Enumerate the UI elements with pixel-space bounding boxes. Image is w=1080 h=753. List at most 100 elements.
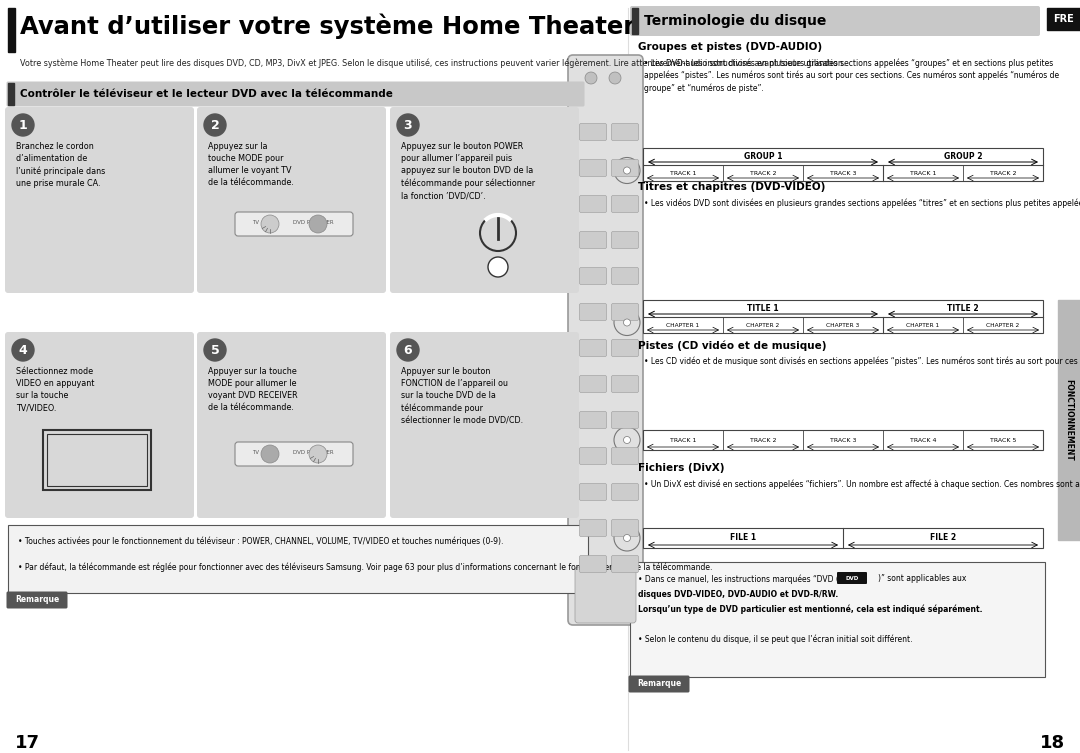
- Text: TV: TV: [253, 220, 259, 224]
- Text: GROUP 2: GROUP 2: [944, 152, 982, 161]
- Text: Remarque: Remarque: [637, 679, 681, 688]
- FancyBboxPatch shape: [580, 483, 607, 501]
- Text: TRACK 2: TRACK 2: [750, 437, 777, 443]
- Text: 3: 3: [404, 118, 413, 132]
- FancyBboxPatch shape: [580, 556, 607, 572]
- Text: Appuyez sur la
touche MODE pour
allumer le voyant TV
de la télécommande.: Appuyez sur la touche MODE pour allumer …: [208, 142, 294, 187]
- Text: Appuyer sur le bouton
FONCTION de l’appareil ou
sur la touche DVD de la
télécomm: Appuyer sur le bouton FONCTION de l’appa…: [401, 367, 523, 425]
- Text: disques DVD-VIDEO, DVD-AUDIO et DVD-R/RW.: disques DVD-VIDEO, DVD-AUDIO et DVD-R/RW…: [638, 590, 838, 599]
- Text: Contrôler le téléviseur et le lecteur DVD avec la télécommande: Contrôler le téléviseur et le lecteur DV…: [21, 89, 393, 99]
- FancyBboxPatch shape: [580, 267, 607, 285]
- Circle shape: [204, 339, 226, 361]
- Text: • Les CD vidéo et de musique sont divisés en sections appelées “pistes”. Les num: • Les CD vidéo et de musique sont divisé…: [644, 356, 1080, 365]
- Text: TRACK 2: TRACK 2: [750, 170, 777, 175]
- Text: 4: 4: [18, 343, 27, 356]
- FancyBboxPatch shape: [580, 520, 607, 536]
- Text: • Les vidéos DVD sont divisées en plusieurs grandes sections appelées “titres” e: • Les vidéos DVD sont divisées en plusie…: [644, 198, 1080, 208]
- FancyBboxPatch shape: [580, 160, 607, 176]
- Bar: [8, 83, 14, 105]
- FancyBboxPatch shape: [611, 411, 638, 428]
- Text: FILE 1: FILE 1: [730, 533, 756, 542]
- FancyBboxPatch shape: [611, 520, 638, 536]
- Circle shape: [615, 309, 640, 336]
- Text: TRACK 5: TRACK 5: [989, 437, 1016, 443]
- Text: • Par défaut, la télécommande est réglée pour fonctionner avec des téléviseurs S: • Par défaut, la télécommande est réglée…: [18, 563, 713, 572]
- Text: GROUP 1: GROUP 1: [744, 152, 782, 161]
- Text: 6: 6: [404, 343, 413, 356]
- Bar: [8, 525, 588, 593]
- FancyBboxPatch shape: [630, 6, 1040, 36]
- Text: • Selon le contenu du disque, il se peut que l’écran initial soit différent.: • Selon le contenu du disque, il se peut…: [638, 634, 913, 644]
- FancyBboxPatch shape: [575, 567, 636, 623]
- Text: Appuyer sur la touche
MODE pour allumer le
voyant DVD RECEIVER
de la télécommand: Appuyer sur la touche MODE pour allumer …: [208, 367, 298, 413]
- FancyBboxPatch shape: [580, 231, 607, 248]
- Text: TRACK 2: TRACK 2: [989, 170, 1016, 175]
- Text: Branchez le cordon
d’alimentation de
l’unité principale dans
une prise murale CA: Branchez le cordon d’alimentation de l’u…: [16, 142, 105, 188]
- Text: • Dans ce manuel, les instructions marquées “DVD (: • Dans ce manuel, les instructions marqu…: [638, 574, 839, 584]
- Text: TRACK 3: TRACK 3: [829, 437, 856, 443]
- Bar: [632, 8, 638, 34]
- Text: Fichiers (DivX): Fichiers (DivX): [638, 463, 725, 473]
- FancyBboxPatch shape: [580, 196, 607, 212]
- Text: TRACK 1: TRACK 1: [909, 170, 936, 175]
- Text: CHAPTER 2: CHAPTER 2: [746, 322, 780, 328]
- FancyBboxPatch shape: [6, 592, 67, 608]
- Text: 2: 2: [211, 118, 219, 132]
- Circle shape: [623, 437, 631, 444]
- FancyBboxPatch shape: [611, 231, 638, 248]
- FancyBboxPatch shape: [611, 303, 638, 321]
- Circle shape: [261, 445, 279, 463]
- Text: CHAPTER 1: CHAPTER 1: [666, 322, 700, 328]
- Text: • Les DVD-audio sont divisés en plusieurs grandes sections appelées “groupes” et: • Les DVD-audio sont divisés en plusieur…: [644, 58, 1059, 93]
- Circle shape: [12, 114, 33, 136]
- FancyBboxPatch shape: [390, 332, 579, 518]
- FancyBboxPatch shape: [837, 572, 867, 584]
- Text: CHAPTER 2: CHAPTER 2: [986, 322, 1020, 328]
- Text: FILE 2: FILE 2: [930, 533, 956, 542]
- Text: DVD RECEIVER: DVD RECEIVER: [293, 450, 334, 455]
- Text: TRACK 3: TRACK 3: [829, 170, 856, 175]
- Text: 18: 18: [1040, 734, 1065, 752]
- Circle shape: [309, 215, 327, 233]
- FancyBboxPatch shape: [568, 55, 643, 625]
- Bar: [643, 528, 1043, 548]
- Circle shape: [609, 72, 621, 84]
- Text: TV: TV: [253, 450, 259, 455]
- Text: Sélectionnez mode
VIDEO en appuyant
sur la touche
TV/VIDEO.: Sélectionnez mode VIDEO en appuyant sur …: [16, 367, 94, 413]
- Bar: [643, 300, 1043, 333]
- Circle shape: [623, 535, 631, 541]
- FancyBboxPatch shape: [197, 332, 386, 518]
- FancyBboxPatch shape: [235, 212, 353, 236]
- Text: TRACK 1: TRACK 1: [670, 170, 697, 175]
- Text: TITLE 2: TITLE 2: [947, 304, 978, 313]
- FancyBboxPatch shape: [611, 123, 638, 141]
- Text: FRE: FRE: [1053, 14, 1074, 24]
- Text: FONCTIONNEMENT: FONCTIONNEMENT: [1065, 379, 1074, 461]
- Circle shape: [615, 427, 640, 453]
- Text: Votre système Home Theater peut lire des disques DVD, CD, MP3, DivX et JPEG. Sel: Votre système Home Theater peut lire des…: [21, 58, 846, 68]
- FancyBboxPatch shape: [197, 107, 386, 293]
- Text: Lorsqu’un type de DVD particulier est mentionné, cela est indiqué séparément.: Lorsqu’un type de DVD particulier est me…: [638, 604, 983, 614]
- Circle shape: [12, 339, 33, 361]
- Circle shape: [309, 445, 327, 463]
- Text: • Un DivX est divisé en sections appelées “fichiers”. Un nombre est affecté à ch: • Un DivX est divisé en sections appelée…: [644, 479, 1080, 489]
- FancyBboxPatch shape: [580, 447, 607, 465]
- Text: Terminologie du disque: Terminologie du disque: [644, 14, 826, 28]
- Bar: [8, 8, 15, 52]
- FancyBboxPatch shape: [5, 332, 194, 518]
- FancyBboxPatch shape: [580, 376, 607, 392]
- FancyBboxPatch shape: [580, 340, 607, 356]
- FancyBboxPatch shape: [611, 160, 638, 176]
- Circle shape: [488, 257, 508, 277]
- Circle shape: [615, 525, 640, 551]
- Bar: [1058, 300, 1080, 540]
- Circle shape: [585, 72, 597, 84]
- Bar: [1047, 8, 1080, 30]
- Text: DVD RECEIVER: DVD RECEIVER: [293, 220, 334, 224]
- Text: Appuyez sur le bouton POWER
pour allumer l’appareil puis
appuyez sur le bouton D: Appuyez sur le bouton POWER pour allumer…: [401, 142, 535, 200]
- Bar: [630, 562, 1045, 677]
- FancyBboxPatch shape: [611, 556, 638, 572]
- Circle shape: [623, 319, 631, 326]
- Bar: [48, 434, 147, 486]
- FancyBboxPatch shape: [5, 107, 194, 293]
